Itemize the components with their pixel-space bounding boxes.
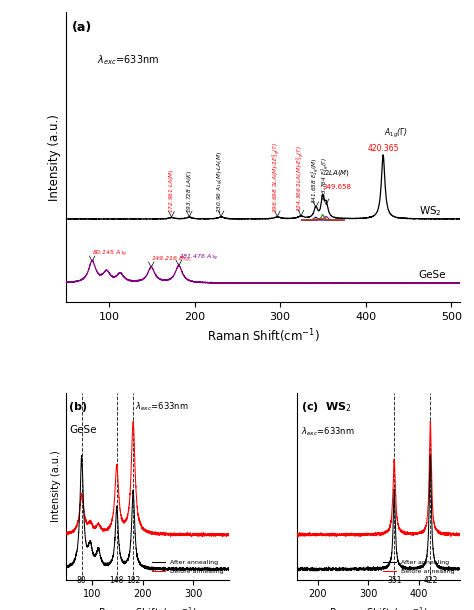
- Text: 80.145 $A_{1g}$: 80.145 $A_{1g}$: [92, 249, 128, 259]
- Text: 422: 422: [423, 576, 438, 585]
- Text: 341.658 $E^1_{2g}(M)$: 341.658 $E^1_{2g}(M)$: [310, 157, 322, 204]
- Text: $\lambda_{exc}$=633nm: $\lambda_{exc}$=633nm: [135, 401, 189, 413]
- Text: 324.366 $2LA(M)$-$E^2_{2g}$($\Gamma$): 324.366 $2LA(M)$-$E^2_{2g}$($\Gamma$): [295, 145, 307, 212]
- Text: 349.658: 349.658: [323, 184, 352, 190]
- Text: WS$_2$: WS$_2$: [419, 204, 441, 218]
- Text: 181.476 $A_{3g}$: 181.476 $A_{3g}$: [179, 253, 219, 264]
- Text: 172.961 $LA(M)$: 172.961 $LA(M)$: [167, 168, 176, 213]
- Text: $\lambda_{exc}$=633nm: $\lambda_{exc}$=633nm: [301, 426, 355, 439]
- Text: 148: 148: [109, 576, 124, 585]
- Y-axis label: Intensity (a.u.): Intensity (a.u.): [48, 113, 61, 201]
- X-axis label: Raman Shift $\,(cm^{-1})$: Raman Shift $\,(cm^{-1})$: [329, 605, 428, 610]
- Text: 182: 182: [126, 576, 140, 585]
- Legend: After annealing, Before annealing: After annealing, Before annealing: [150, 558, 226, 576]
- Text: 193.728 $LA(K)$: 193.728 $LA(K)$: [185, 170, 194, 213]
- Y-axis label: Intensity (a.u.): Intensity (a.u.): [51, 450, 61, 522]
- Text: $A_{1g}$($\Gamma$): $A_{1g}$($\Gamma$): [384, 127, 408, 140]
- Text: $\lambda_{exc}$=633nm: $\lambda_{exc}$=633nm: [97, 53, 159, 66]
- Text: (c)  WS$_2$: (c) WS$_2$: [301, 400, 352, 414]
- Text: 351: 351: [387, 576, 401, 585]
- Text: (a): (a): [73, 21, 92, 34]
- Text: 230.96 $A_{1g}(M)$-$LA(M)$: 230.96 $A_{1g}(M)$-$LA(M)$: [216, 151, 226, 212]
- Text: GeSe: GeSe: [69, 425, 97, 435]
- Text: GeSe: GeSe: [419, 270, 446, 280]
- Text: 420.365: 420.365: [367, 144, 399, 153]
- Text: 353.764 $E^1_{2g}$($\Gamma$): 353.764 $E^1_{2g}$($\Gamma$): [320, 156, 332, 201]
- Text: (b): (b): [69, 402, 88, 412]
- Text: 149.216 $B_{3g_1}$: 149.216 $B_{3g_1}$: [151, 255, 192, 265]
- Legend: After annealing, Before annealing: After annealing, Before annealing: [381, 558, 456, 576]
- Text: 80: 80: [77, 576, 86, 585]
- X-axis label: Raman Shift(cm$^{-1}$): Raman Shift(cm$^{-1}$): [207, 327, 319, 345]
- X-axis label: Raman Shift $\,(cm^{-1})$: Raman Shift $\,(cm^{-1})$: [98, 605, 197, 610]
- Text: 296.698 $2LA(M)$-$2E^2_{2g}$($\Gamma$): 296.698 $2LA(M)$-$2E^2_{2g}$($\Gamma$): [271, 142, 283, 212]
- Text: $2LA(M)$: $2LA(M)$: [324, 168, 350, 179]
